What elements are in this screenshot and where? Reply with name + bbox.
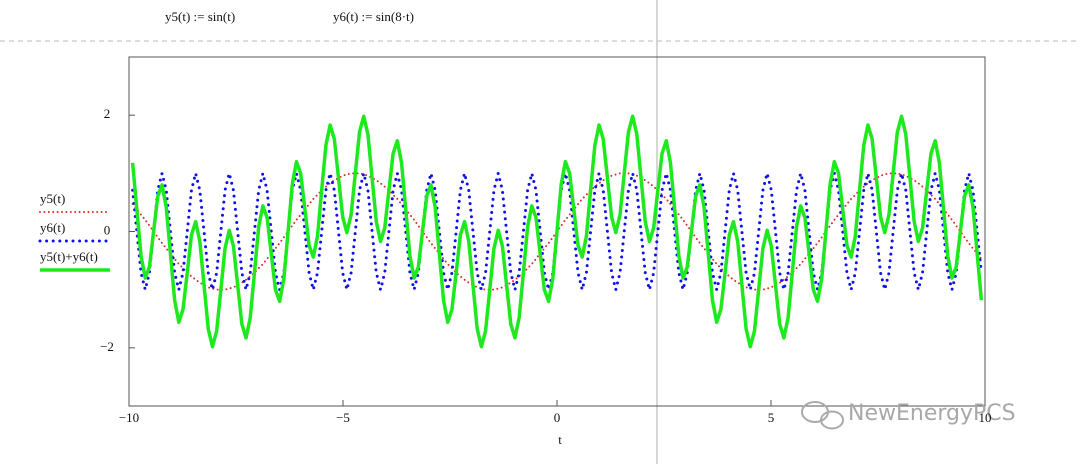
definition[interactable]: y6(t) := sin(8·t) [333, 9, 414, 24]
y-tick-label: −2 [100, 339, 114, 354]
legend-label: y5(t) [40, 191, 65, 206]
legend-label: y5(t)+y6(t) [40, 249, 98, 264]
x-tick-label: 10 [979, 410, 992, 425]
x-tick-label: 0 [554, 410, 561, 425]
series-line [130, 114, 984, 349]
legend-label: y6(t) [40, 220, 65, 235]
definition[interactable]: y5(t) := sin(t) [165, 9, 235, 24]
x-axis-label: t [558, 432, 562, 447]
x-tick-label: 5 [768, 410, 775, 425]
y-tick-label: 2 [104, 106, 111, 121]
y-tick-label: 0 [104, 222, 111, 237]
x-tick-label: −10 [119, 410, 139, 425]
watermark-logo [801, 401, 844, 430]
plot-area [130, 114, 984, 349]
x-tick-label: −5 [336, 410, 350, 425]
watermark: NewEnergyPCS [848, 401, 1016, 426]
